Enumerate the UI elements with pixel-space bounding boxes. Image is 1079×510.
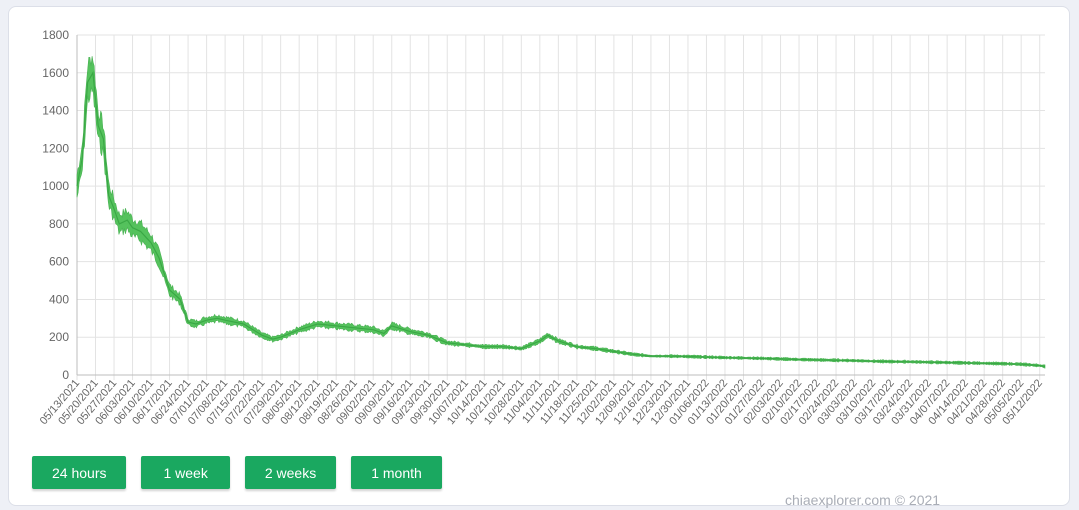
range-2-weeks-button[interactable]: 2 weeks: [244, 456, 337, 489]
y-tick-label: 1600: [42, 66, 69, 80]
y-tick-label: 1200: [42, 141, 69, 155]
chart-card: 0 200 400 600 800 1000 1200 1400 1600 1800 05/13/2…: [8, 6, 1070, 508]
series-line: [76, 70, 1046, 368]
y-tick-label: 800: [49, 217, 69, 231]
y-tick-label: 1000: [42, 179, 69, 193]
range-1-month-button[interactable]: 1 month: [351, 456, 442, 489]
y-tick-label: 600: [49, 255, 69, 269]
range-24-hours-button[interactable]: 24 hours: [32, 456, 127, 489]
y-tick-label: 200: [49, 330, 69, 344]
y-tick-label: 0: [62, 368, 69, 382]
range-1-week-button[interactable]: 1 week: [141, 456, 230, 489]
y-tick-label: 1400: [42, 104, 69, 118]
series-band: [76, 56, 1046, 369]
y-tick-label: 400: [49, 292, 69, 306]
time-range-buttons: 24 hours 1 week 2 weeks 1 month: [32, 456, 442, 489]
y-tick-label: 1800: [42, 28, 69, 42]
footer-credit: chiaexplorer.com © 2021: [785, 492, 941, 508]
netspace-chart: 02004006008001000120014001600180005/13/2…: [38, 28, 1046, 427]
